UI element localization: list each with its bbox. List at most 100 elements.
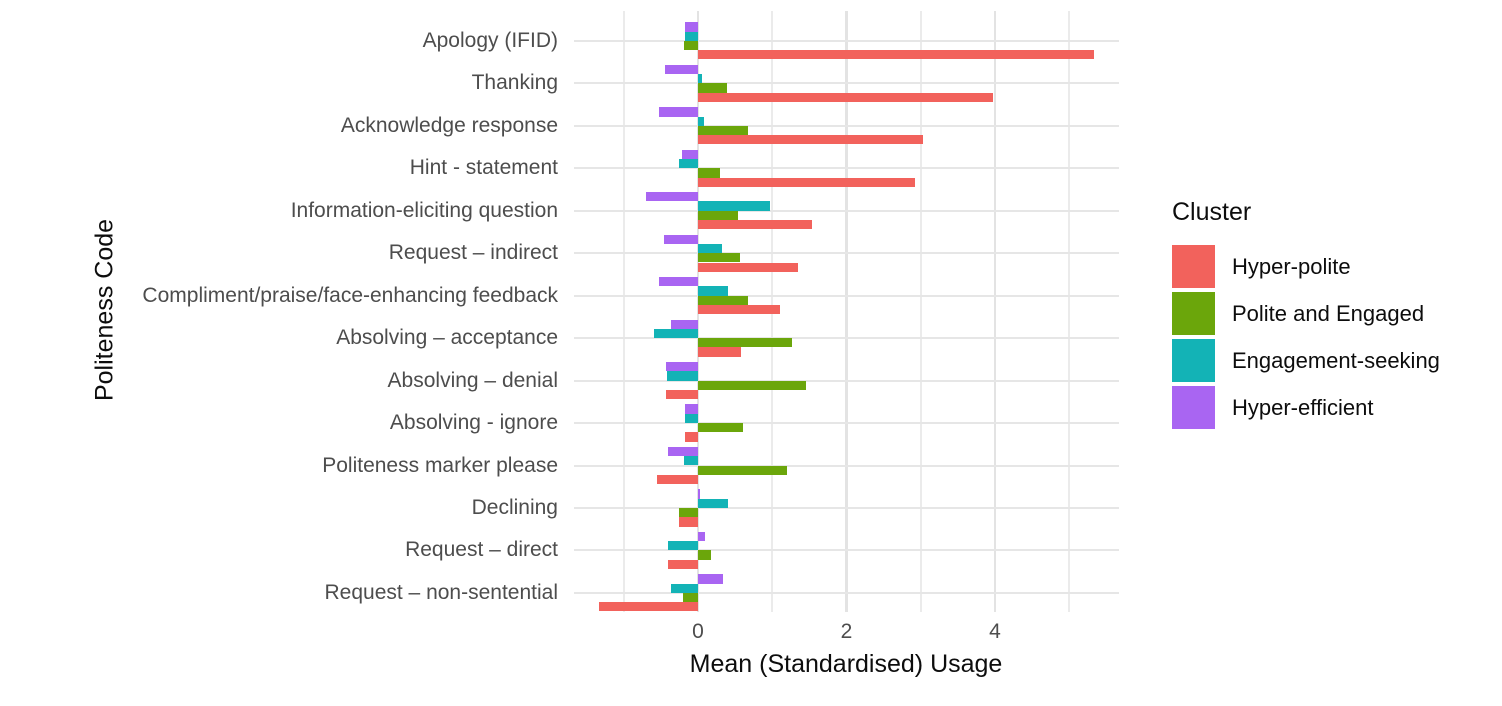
bar xyxy=(698,125,748,136)
y-gridline xyxy=(574,379,1119,382)
y-axis-label: Absolving – denial xyxy=(387,368,558,392)
bar xyxy=(671,319,698,329)
x-gridline xyxy=(845,11,848,612)
y-axis-label: Request – non-sentential xyxy=(324,580,559,604)
bar xyxy=(698,177,915,187)
plot-panel xyxy=(574,11,1119,612)
legend-label: Hyper-polite xyxy=(1232,253,1351,279)
y-axis-label: Declining xyxy=(471,495,558,519)
x-tick-label: 4 xyxy=(989,620,1001,643)
bar xyxy=(698,423,743,433)
bar xyxy=(698,83,727,93)
bar xyxy=(698,531,706,542)
y-gridline xyxy=(574,464,1119,467)
y-gridline xyxy=(574,506,1119,509)
legend-title: Cluster xyxy=(1172,198,1252,226)
y-axis-label: Absolving – acceptance xyxy=(336,326,558,350)
bar xyxy=(658,107,698,117)
bar xyxy=(698,338,792,348)
bar xyxy=(654,328,698,339)
bar xyxy=(679,517,698,527)
legend-label: Polite and Engaged xyxy=(1232,300,1425,326)
bar xyxy=(666,361,698,372)
y-axis-label: Thanking xyxy=(471,71,558,95)
x-gridline xyxy=(622,11,625,612)
bar xyxy=(698,498,729,508)
y-axis-label: Compliment/praise/face-enhancing feedbac… xyxy=(142,283,558,307)
bar xyxy=(698,574,724,584)
bar xyxy=(663,234,698,244)
bar xyxy=(698,489,700,499)
y-axis-label: Hint - statement xyxy=(409,156,558,180)
bar xyxy=(698,253,741,263)
y-axis-label: Information-eliciting question xyxy=(290,198,558,222)
x-tick-label: 0 xyxy=(692,620,704,643)
bar xyxy=(646,192,698,202)
bar xyxy=(698,243,722,254)
x-gridline xyxy=(993,11,997,612)
y-axis-label: Request – indirect xyxy=(388,241,558,265)
bar xyxy=(698,92,993,102)
bar xyxy=(698,347,742,357)
bar xyxy=(598,602,698,612)
bar xyxy=(698,262,799,272)
y-gridline xyxy=(574,337,1119,340)
bar xyxy=(698,201,771,211)
x-gridline xyxy=(1068,11,1071,612)
y-gridline xyxy=(574,82,1119,85)
bar xyxy=(698,304,781,315)
bar xyxy=(679,507,698,518)
bar xyxy=(668,541,698,551)
bar xyxy=(667,559,698,570)
y-gridline xyxy=(574,591,1119,594)
x-gridline xyxy=(919,11,922,612)
bar xyxy=(698,50,1095,60)
y-axis-label: Politeness marker please xyxy=(322,453,558,477)
bar xyxy=(698,116,704,126)
y-axis-label: Apology (IFID) xyxy=(422,28,558,52)
bar xyxy=(666,389,698,400)
bar xyxy=(683,592,698,603)
y-gridline xyxy=(574,422,1119,425)
bar xyxy=(684,413,698,424)
bar xyxy=(659,277,698,287)
legend-swatch xyxy=(1172,339,1215,382)
bar xyxy=(698,168,720,178)
bar xyxy=(664,64,698,75)
bar xyxy=(671,583,698,593)
y-gridline xyxy=(574,167,1119,170)
y-axis-label: Acknowledge response xyxy=(340,113,558,137)
bar xyxy=(698,295,749,305)
bar xyxy=(657,474,698,485)
legend-label: Engagement-seeking xyxy=(1232,347,1440,373)
bar xyxy=(698,74,703,84)
legend-swatch xyxy=(1172,245,1215,288)
y-gridline xyxy=(574,549,1119,552)
y-gridline xyxy=(574,294,1119,297)
y-axis-label: Absolving - ignore xyxy=(389,411,558,435)
legend-item: Engagement-seeking xyxy=(1172,337,1440,384)
bar xyxy=(684,432,698,442)
y-gridline xyxy=(574,209,1119,212)
legend-item: Polite and Engaged xyxy=(1172,290,1424,337)
bar xyxy=(698,220,812,230)
bar xyxy=(698,380,807,390)
bar xyxy=(698,550,712,560)
bar xyxy=(698,465,788,475)
y-gridline xyxy=(574,124,1119,127)
y-gridline xyxy=(574,252,1119,255)
legend-item: Hyper-efficient xyxy=(1172,384,1373,431)
bar xyxy=(683,40,698,51)
bar xyxy=(685,31,698,41)
legend-items: Hyper-polite Polite and Engaged Engagement… xyxy=(1172,243,1440,431)
bar xyxy=(698,286,728,296)
bar xyxy=(666,371,698,381)
bar xyxy=(698,135,923,145)
x-axis-title: Mean (Standardised) Usage xyxy=(689,650,1003,678)
legend-swatch xyxy=(1172,386,1215,429)
bar xyxy=(683,456,698,466)
bar xyxy=(682,149,698,159)
x-tick-label: 2 xyxy=(840,620,853,643)
legend: Cluster Hyper-polite Polite and Engaged En… xyxy=(1172,198,1440,431)
